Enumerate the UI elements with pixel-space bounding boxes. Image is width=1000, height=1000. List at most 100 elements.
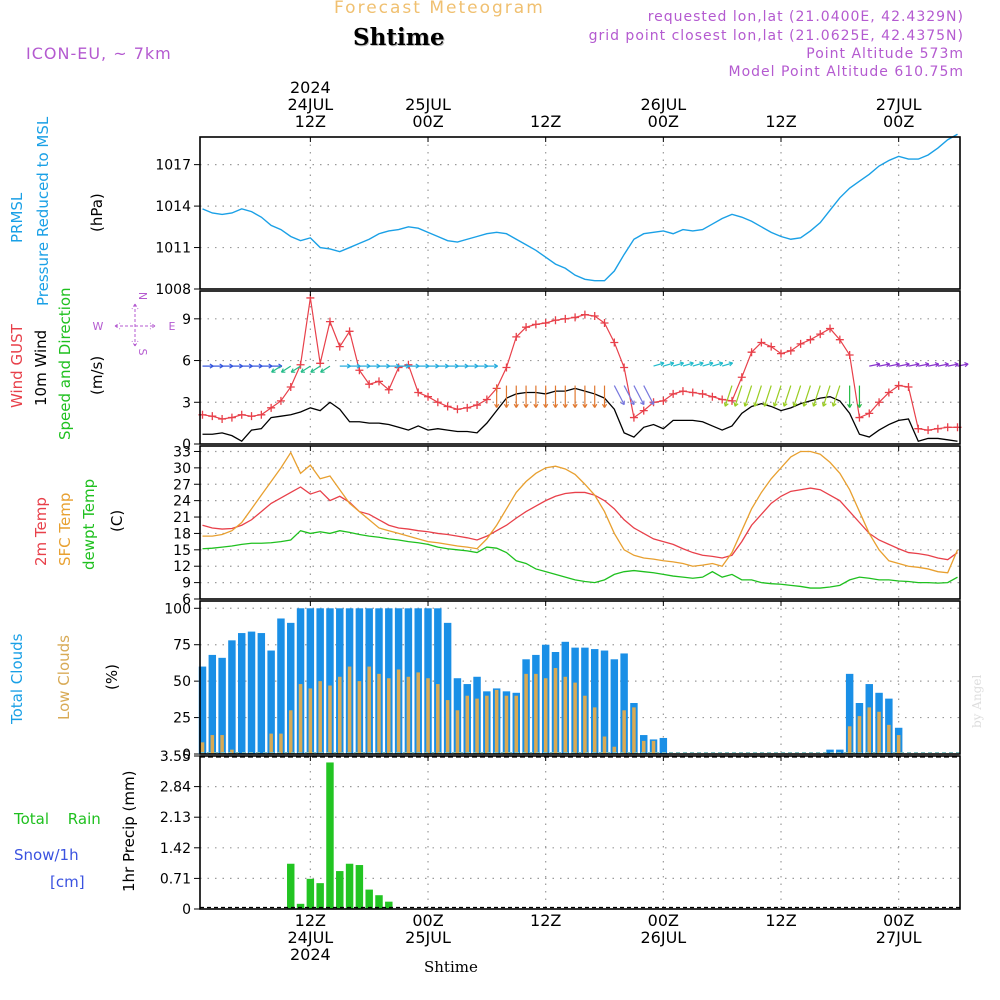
chart-title: Forecast Meteogram [334,0,545,18]
gust-point [227,413,236,422]
total-cloud-bar [590,649,599,754]
gust-point [629,413,638,422]
gust-point [453,405,462,414]
rain-bar [336,871,344,909]
wind-arrow [672,361,685,367]
time-label-line: 12Z [530,112,562,131]
wind-arrow [623,385,635,406]
wind-arrow [712,361,724,367]
bottom-time-label-1: 00Z 25JUL [405,912,451,946]
wind-arrow [280,365,292,373]
total-cloud-bar [600,650,609,754]
wind-arrow [503,385,510,408]
gust-point [551,316,560,325]
wind-arrow [251,363,263,369]
y-tick-label: 0 [182,437,191,453]
wind-arrow [300,365,311,373]
requested-coords: requested lon,lat (21.0400E, 42.4329N) [647,9,964,25]
wind-arrow [477,363,489,369]
top-time-label-5: 27JUL 00Z [876,96,922,130]
gust-point [384,385,393,394]
low-cloud-bar [583,695,587,754]
time-label-line: 00Z [882,911,915,930]
gust-point [678,387,687,396]
gust-point [208,412,217,421]
y-tick-label: 9 [182,312,191,328]
total-cloud-bar [355,608,364,754]
temp2m-line [202,486,958,561]
time-label-line: 2024 [289,945,331,964]
gust-point [894,381,903,390]
total-cloud-bar [845,673,854,754]
wind-arrow [753,385,762,407]
gust-point [855,413,864,422]
low-cloud-bar [279,733,283,754]
wind-arrow [543,385,549,408]
wind-line [202,387,958,443]
low-cloud-bar [612,746,617,754]
rain-bar [316,883,324,909]
low-cloud-bar [475,698,479,754]
low-cloud-bar [867,707,872,754]
wind-arrow [722,361,734,367]
panel-frame [199,600,961,755]
rain-bar [385,901,393,909]
y-tick-label: 3.55 [160,749,191,765]
wind-arrow [653,361,665,367]
gust-point [727,396,736,405]
wind-arrow [772,385,782,407]
wind-arrow [231,363,244,369]
y-tick-label: 27 [173,477,191,493]
gust-point [708,392,717,401]
model-label: ICON-EU, ~ 7km [26,44,172,63]
wind-arrow [582,385,588,408]
time-label-line: 12Z [765,911,797,930]
rain-bar [287,863,295,909]
low-cloud-bar [230,749,234,754]
gust-point [669,389,678,398]
gust-point [875,398,884,407]
wind-arrow [467,363,479,369]
total-cloud-bar [228,640,236,754]
wind-arrow [918,362,930,368]
gust-point [218,414,227,423]
low-cloud-bar [651,740,656,754]
wind-arrow [663,361,675,367]
wind-arrow [692,361,704,367]
gust-point [845,350,854,359]
total-cloud-bar [267,650,275,754]
low-cloud-bar [210,735,215,754]
time-label-line: 12Z [765,112,797,131]
low-cloud-bar [406,676,411,754]
gust-point [698,389,707,398]
compass-east: E [169,320,176,333]
time-label-line: 2024 [289,78,331,97]
wind-arrow [869,362,881,368]
gust-point [737,373,746,382]
total-cloud-bar [277,618,285,754]
panel-frame [199,136,961,290]
y-tick-label: 6 [182,592,191,608]
total-cloud-bar [326,608,334,754]
grid-point-coords: grid point closest lon,lat (21.0625E, 42… [588,28,964,44]
y-tick-label: 50 [173,674,191,690]
wind-arrow [523,385,529,408]
top-time-label-3: 26JUL 00Z [640,96,686,130]
gust-point [688,388,697,397]
bottom-time-label-4: 12Z [765,912,796,929]
wind-arrow [552,385,559,408]
dewpt-line [202,529,958,589]
gust-point [482,395,491,404]
total-cloud-bar [296,608,305,754]
wind-arrow [261,363,273,369]
gust-point [786,346,795,355]
wind-arrow [812,385,821,407]
wind-arrow [320,365,331,373]
time-label-line: 00Z [412,112,444,131]
y-tick-label: 2.13 [160,810,191,826]
point-altitude: Point Altitude 573m [806,46,964,62]
wind-arrow [723,385,733,407]
rain-bar [326,762,334,909]
wind-arrow [494,385,500,408]
low-cloud-bar [308,688,313,754]
